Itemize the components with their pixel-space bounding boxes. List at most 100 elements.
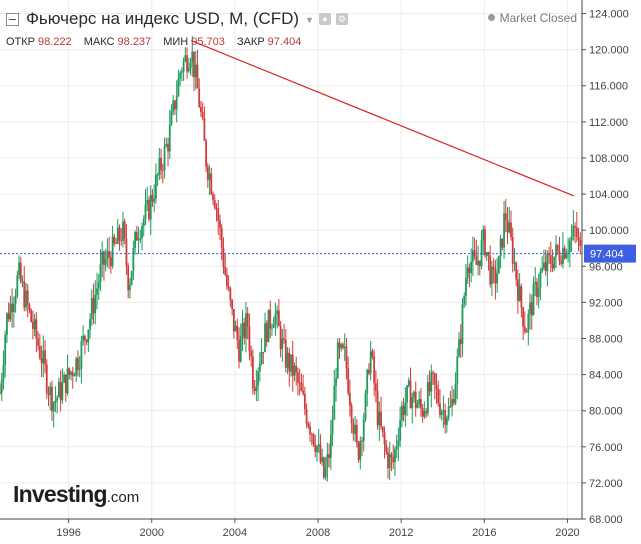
candle-body [319,444,322,462]
candle [570,224,573,253]
candle-body [395,446,398,450]
candle [122,211,124,248]
candle-body [134,232,137,249]
candle [347,356,350,396]
candle [491,260,493,296]
candle [149,185,152,235]
grid-lines-horizontal [0,13,582,520]
candle-body [392,457,395,463]
candle [6,312,8,344]
candle [390,452,393,472]
candle-body [494,269,497,284]
candle [139,229,142,244]
candle [336,338,339,380]
candle-body [378,411,381,426]
candle-body [373,356,376,384]
candle [430,364,433,408]
candle-body [129,284,131,291]
candle-body [411,397,414,409]
candle [77,350,79,377]
candle-body [579,240,582,246]
candle-body [475,255,478,265]
candle [414,381,417,417]
candle [132,240,135,281]
candle-body [461,304,464,344]
candle [432,370,434,385]
candle-body [539,271,542,288]
candle-body [234,325,237,332]
candle [577,227,580,252]
candle-body [518,286,521,301]
candle [447,397,450,421]
candle [71,366,74,389]
candle-body [122,221,124,241]
candle-body [385,444,388,453]
eye-icon[interactable]: ● [318,13,331,25]
candle-body [473,250,476,256]
candle [418,390,421,409]
candle [51,380,53,421]
candle-body [333,385,336,420]
candle-body [290,354,292,372]
candle [137,226,140,255]
candle-body [380,411,382,427]
candle-body [153,199,156,202]
candle [272,316,275,329]
candle [113,233,116,247]
candle-body [42,350,45,364]
candle-body [92,298,95,314]
candle [238,327,240,369]
candle [411,392,414,424]
candle [463,292,466,308]
candle-body [444,410,447,425]
candle-body [11,303,14,313]
candle [201,102,204,121]
candle [4,330,7,378]
candle [92,283,95,325]
candle-body [219,220,221,228]
candle [567,238,570,263]
candle [527,309,530,346]
candle [14,288,17,313]
candle [243,317,246,345]
candle [174,99,176,115]
candle-body [23,281,26,308]
candle-body [399,420,402,441]
candle-body [390,454,393,458]
candle-body [491,266,493,285]
status-dot-icon [487,14,495,21]
candle-body [310,433,313,435]
candle [307,421,310,429]
candle [156,172,159,187]
title-row: Фьючерс на индекс USD, M, (CFD) ▼ ● ⚙ [6,9,348,29]
candle-body [482,229,485,241]
candle-body [548,253,550,256]
y-tick-label: 104.000 [589,189,629,201]
candle-body [376,391,379,426]
candle-body [352,423,355,434]
candle [56,395,59,414]
candle-body [272,324,275,328]
chevron-down-icon[interactable]: ▼ [305,15,314,25]
candle-body [485,252,488,256]
y-tick-label: 96.000 [589,261,623,273]
candle-body [203,117,206,141]
candle [108,236,111,270]
candle-body [59,381,62,401]
candle [465,263,467,306]
candle-body [161,169,164,171]
candle [18,255,20,280]
collapse-icon[interactable] [6,12,19,26]
candle-body [68,368,71,375]
candle [120,228,123,246]
market-status: Market Closed [487,11,577,25]
x-tick-label: 2016 [472,527,496,539]
candle [295,356,298,386]
candle-body [536,281,538,297]
candle-body [229,288,232,300]
candle [191,35,194,77]
candle [395,434,398,459]
candle [12,296,15,328]
gear-icon[interactable]: ⚙ [335,13,348,25]
